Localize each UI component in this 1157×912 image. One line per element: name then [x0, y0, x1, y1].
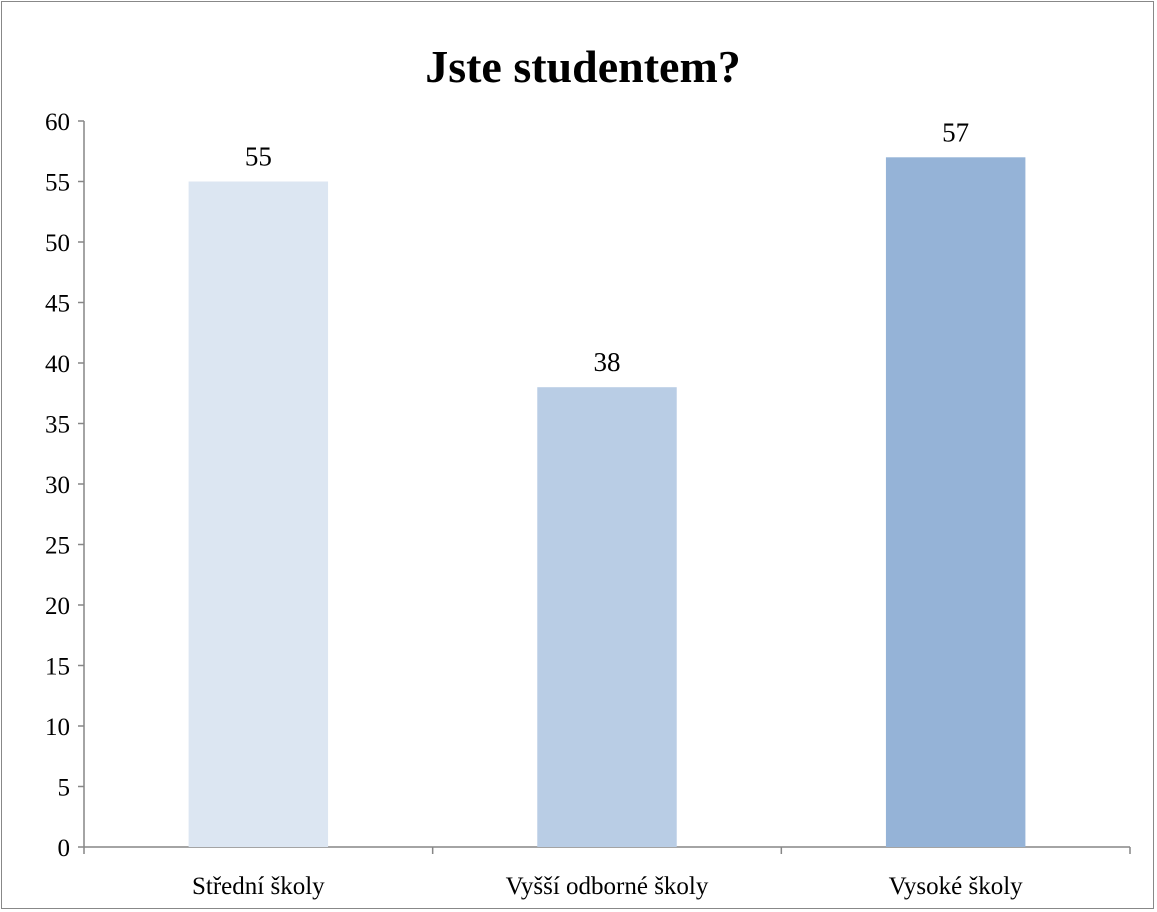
y-tick-label: 5	[58, 775, 71, 802]
bar	[188, 181, 329, 847]
y-tick-label: 35	[45, 412, 70, 439]
y-tick-label: 55	[45, 170, 70, 197]
bar	[885, 157, 1026, 848]
y-tick-label: 50	[45, 230, 70, 257]
x-tick-label: Vysoké školy	[889, 873, 1024, 900]
x-tick-label: Střední školy	[192, 873, 325, 900]
data-label: 57	[942, 117, 969, 147]
y-tick-label: 25	[45, 533, 70, 560]
x-axis: Střední školy Vyšší odborné školy Vysoké š…	[83, 846, 1131, 900]
y-tick-label: 20	[45, 593, 70, 620]
y-tick-label: 60	[45, 109, 70, 136]
y-tick-label: 10	[45, 714, 70, 741]
data-labels: 55 38 57	[245, 117, 969, 377]
y-tick-label: 0	[58, 835, 71, 862]
y-tick-label: 45	[45, 291, 70, 318]
bars	[188, 157, 1026, 848]
data-label: 38	[594, 347, 621, 377]
y-tick-label: 40	[45, 351, 70, 378]
data-label: 55	[245, 142, 272, 172]
bar	[537, 387, 677, 847]
y-axis: 0 5 10 15 20 25 30 35 40 45 50 55 60	[45, 109, 85, 862]
y-tick-label: 15	[45, 654, 70, 681]
chart-title: Jste studentem?	[425, 41, 741, 92]
x-tick-label: Vyšší odborné školy	[506, 873, 709, 900]
y-tick-label: 30	[45, 472, 70, 499]
